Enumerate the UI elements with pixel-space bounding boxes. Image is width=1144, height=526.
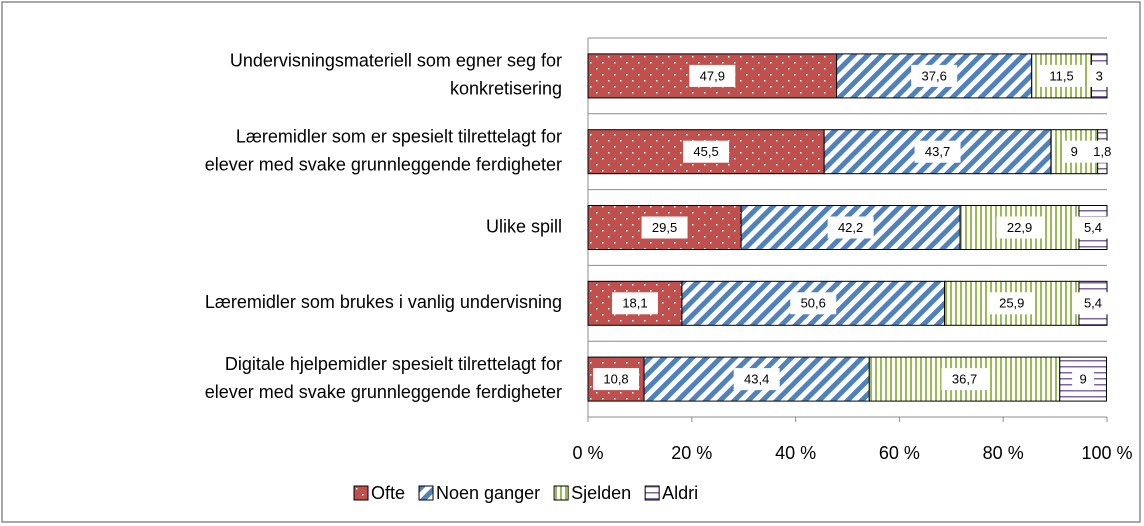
value-label: 50,6	[801, 296, 826, 311]
value-label-bg	[941, 368, 988, 391]
value-label: 3	[1096, 68, 1103, 83]
value-label-bg	[914, 140, 961, 163]
value-label-bg	[733, 368, 780, 391]
value-label: 9	[1080, 372, 1087, 387]
value-label-bg	[911, 64, 958, 87]
legend-swatch	[553, 485, 569, 501]
x-tick-label: 40 %	[775, 443, 816, 463]
bar-segment	[1059, 356, 1107, 402]
value-label: 1,8	[1093, 144, 1111, 159]
value-label-bg	[683, 140, 730, 163]
legend-label: Aldri	[662, 483, 698, 503]
legend-swatch	[644, 485, 660, 501]
value-label: 9	[1071, 144, 1078, 159]
value-label-bg	[1063, 140, 1086, 163]
x-tick-label: 80 %	[983, 443, 1024, 463]
category-label: elever med svake grunnleggende ferdighet…	[205, 154, 562, 174]
x-tick-label: 20 %	[671, 443, 712, 463]
value-label: 47,9	[700, 68, 725, 83]
value-label: 37,6	[922, 68, 947, 83]
legend-label: Sjelden	[571, 483, 631, 503]
value-label: 18,1	[622, 296, 647, 311]
value-label: 22,9	[1007, 220, 1032, 235]
value-label: 36,7	[952, 372, 977, 387]
value-label-bg	[1083, 140, 1122, 163]
legend-label: Ofte	[371, 483, 405, 503]
value-label: 29,5	[652, 220, 677, 235]
value-label-bg	[827, 216, 874, 239]
value-label-bg	[689, 64, 736, 87]
value-label-bg	[988, 292, 1035, 315]
value-label: 42,2	[838, 220, 863, 235]
value-label-bg	[1088, 64, 1111, 87]
category-label: Læremidler som er spesielt tilrettelagt …	[236, 126, 562, 146]
value-label-bg	[1038, 64, 1085, 87]
value-label-bg	[1073, 216, 1112, 239]
legend-label: Noen ganger	[436, 483, 540, 503]
category-label: elever med svake grunnleggende ferdighet…	[205, 382, 562, 402]
category-label: Undervisningsmateriell som egner seg for	[230, 51, 562, 71]
value-label-bg	[790, 292, 837, 315]
value-label: 5,4	[1084, 296, 1102, 311]
value-label: 45,5	[693, 144, 718, 159]
category-label: Ulike spill	[486, 216, 562, 236]
value-label: 25,9	[999, 296, 1024, 311]
value-label-bg	[996, 216, 1043, 239]
legend-swatch	[353, 485, 369, 501]
x-tick-label: 60 %	[879, 443, 920, 463]
value-label-bg	[641, 216, 688, 239]
value-label: 10,8	[603, 372, 628, 387]
value-label-bg	[1073, 292, 1112, 315]
x-tick-label: 0 %	[572, 443, 603, 463]
category-label: konkretisering	[450, 79, 562, 99]
value-label: 5,4	[1084, 220, 1102, 235]
category-label: Læremidler som brukes i vanlig undervisn…	[205, 292, 562, 312]
value-label: 11,5	[1049, 68, 1073, 83]
value-label: 43,7	[925, 144, 950, 159]
value-label-bg	[611, 292, 658, 315]
category-label: Digitale hjelpemidler spesielt tilrettel…	[225, 354, 562, 374]
value-label-bg	[1072, 368, 1095, 391]
value-label: 43,4	[744, 372, 769, 387]
x-tick-label: 100 %	[1081, 443, 1132, 463]
legend-swatch	[418, 485, 434, 501]
value-label-bg	[593, 368, 640, 391]
